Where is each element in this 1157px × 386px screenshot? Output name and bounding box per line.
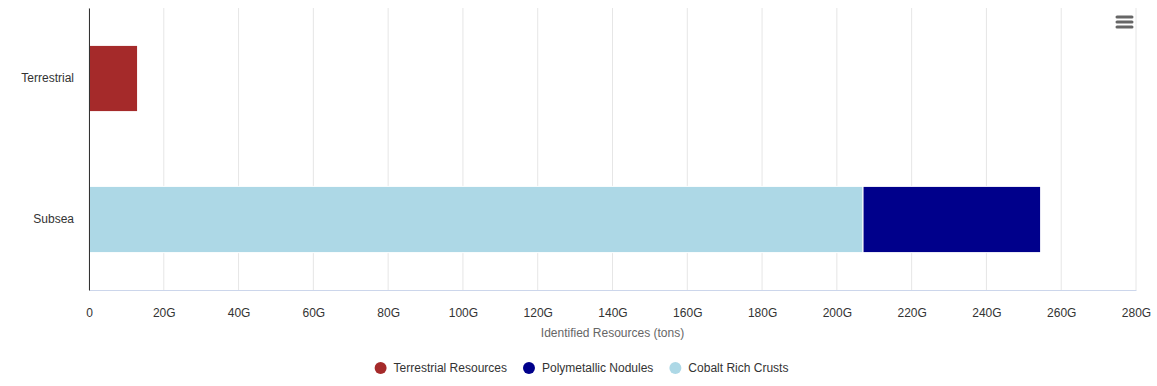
bar[interactable] (89, 186, 863, 252)
legend: Terrestrial Resources Polymetallic Nodule… (375, 361, 789, 375)
y-axis-line (89, 9, 90, 291)
x-tick: 180G (748, 290, 777, 320)
x-tick-label: 200G (823, 306, 852, 320)
grid-line (89, 8, 90, 290)
x-tick-label: 80G (377, 306, 400, 320)
bar[interactable] (89, 45, 138, 111)
x-tick: 100G (449, 290, 478, 320)
x-tick-label: 240G (972, 306, 1001, 320)
legend-marker (523, 362, 535, 374)
x-tick: 280G (1122, 290, 1151, 320)
x-tick-label: 140G (598, 306, 627, 320)
x-tick: 20G (153, 290, 176, 320)
grid (89, 8, 1136, 290)
x-tick: 60G (303, 290, 326, 320)
y-tick-label: Subsea (33, 212, 74, 226)
x-tick-label: 260G (1047, 306, 1076, 320)
x-tick: 40G (228, 290, 251, 320)
x-tick-label: 280G (1122, 306, 1151, 320)
x-tick-label: 220G (897, 306, 926, 320)
menu-bar (1117, 21, 1132, 24)
x-tick: 80G (377, 290, 400, 320)
y-tick: Subsea (33, 212, 89, 226)
legend-item[interactable]: Polymetallic Nodules (523, 361, 653, 375)
grid-line (1061, 8, 1062, 290)
legend-marker (669, 362, 681, 374)
legend-label: Polymetallic Nodules (542, 361, 653, 375)
chart: 0 20G 40G 60G 80G 100G 120G 140G 160G 180G 200G 220… (0, 0, 1157, 386)
menu-bar (1117, 16, 1132, 19)
x-tick-label: 120G (524, 306, 553, 320)
x-tick: 120G (524, 290, 553, 320)
x-tick: 160G (673, 290, 702, 320)
x-tick: 200G (823, 290, 852, 320)
x-tick-label: 40G (228, 306, 251, 320)
x-tick: 140G (598, 290, 627, 320)
x-axis-title: Identified Resources (tons) (541, 326, 684, 340)
x-tick-label: 180G (748, 306, 777, 320)
menu-button[interactable] (1117, 17, 1132, 27)
y-axis: Terrestrial Subsea (21, 9, 89, 291)
x-tick: 240G (972, 290, 1001, 320)
legend-label: Cobalt Rich Crusts (688, 361, 788, 375)
x-tick-label: 160G (673, 306, 702, 320)
grid-line (1136, 8, 1137, 290)
x-tick: 260G (1047, 290, 1076, 320)
menu-bar (1117, 26, 1132, 29)
x-axis: 0 20G 40G 60G 80G 100G 120G 140G 160G 180G 200G 220… (86, 290, 1151, 320)
y-tick: Terrestrial (21, 71, 89, 85)
x-tick: 220G (897, 290, 926, 320)
x-axis-line (90, 290, 1137, 291)
bars (89, 45, 1041, 252)
y-tick-label: Terrestrial (21, 71, 74, 85)
x-tick-label: 0 (86, 306, 93, 320)
x-tick-label: 60G (303, 306, 326, 320)
x-tick-label: 100G (449, 306, 478, 320)
legend-label: Terrestrial Resources (394, 361, 507, 375)
legend-item[interactable]: Terrestrial Resources (375, 361, 507, 375)
legend-item[interactable]: Cobalt Rich Crusts (669, 361, 788, 375)
x-tick-label: 20G (153, 306, 176, 320)
bar[interactable] (863, 186, 1041, 252)
legend-marker (375, 362, 387, 374)
x-tick: 0 (86, 290, 93, 320)
